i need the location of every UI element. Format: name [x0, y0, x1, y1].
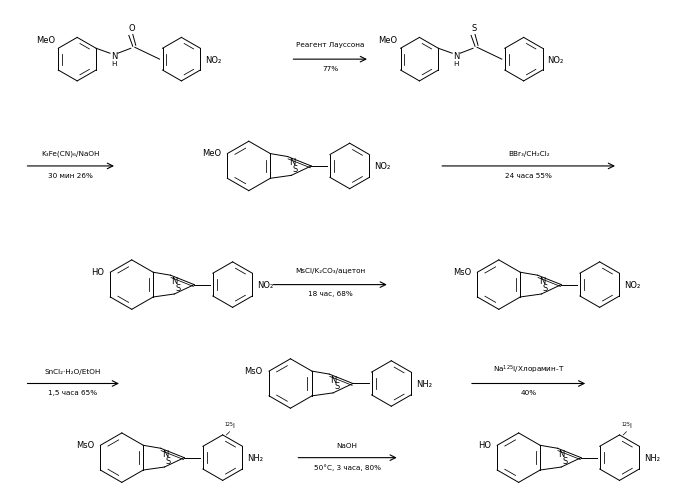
Text: NH₂: NH₂	[644, 454, 660, 463]
Text: HO: HO	[478, 441, 491, 450]
Text: S: S	[542, 283, 547, 292]
Text: NaOH: NaOH	[337, 443, 358, 449]
Text: MsO: MsO	[76, 441, 94, 450]
Text: $^{125}$I: $^{125}$I	[621, 421, 633, 433]
Text: O: O	[129, 24, 135, 33]
Text: K₃Fe(CN)₆/NaOH: K₃Fe(CN)₆/NaOH	[41, 151, 99, 157]
Text: N: N	[288, 158, 295, 167]
Text: NO₂: NO₂	[374, 163, 391, 172]
Text: N: N	[330, 376, 337, 385]
Text: H: H	[111, 61, 117, 67]
Text: NO₂: NO₂	[547, 55, 564, 65]
Text: HO: HO	[91, 268, 104, 277]
Text: 1,5 часа 65%: 1,5 часа 65%	[48, 390, 97, 396]
Text: S: S	[175, 283, 181, 292]
Text: 50°C, 3 часа, 80%: 50°C, 3 часа, 80%	[314, 464, 381, 471]
Text: MeO: MeO	[202, 149, 221, 158]
Text: H: H	[454, 61, 459, 67]
Text: N: N	[559, 450, 565, 459]
Text: NO₂: NO₂	[624, 281, 640, 290]
Text: SnCl₂·H₂O/EtOH: SnCl₂·H₂O/EtOH	[44, 369, 100, 375]
Text: $^{125}$I: $^{125}$I	[224, 421, 236, 433]
Text: NH₂: NH₂	[416, 380, 432, 389]
Text: 40%: 40%	[521, 390, 537, 396]
Text: 18 час, 68%: 18 час, 68%	[308, 291, 353, 297]
Text: NO₂: NO₂	[205, 55, 221, 65]
Text: Na$^{125}$I/Хлорамин-Т: Na$^{125}$I/Хлорамин-Т	[493, 363, 564, 376]
Text: NO₂: NO₂	[258, 281, 274, 290]
Text: 30 мин 26%: 30 мин 26%	[48, 173, 92, 179]
Text: 77%: 77%	[322, 66, 338, 72]
Text: N: N	[162, 450, 168, 459]
Text: N: N	[111, 52, 117, 61]
Text: NH₂: NH₂	[248, 454, 263, 463]
Text: S: S	[293, 165, 297, 174]
Text: N: N	[453, 52, 459, 61]
Text: BBr₃/CH₂Cl₂: BBr₃/CH₂Cl₂	[508, 151, 550, 157]
Text: S: S	[562, 457, 568, 466]
Text: N: N	[172, 276, 178, 285]
Text: MeO: MeO	[36, 36, 55, 45]
Text: N: N	[538, 276, 545, 285]
Text: MsO: MsO	[244, 367, 262, 376]
Text: S: S	[471, 24, 477, 33]
Text: S: S	[165, 457, 171, 466]
Text: Реагент Лауссона: Реагент Лауссона	[296, 42, 364, 48]
Text: MeO: MeO	[379, 36, 398, 45]
Text: MsCl/K₂CO₃/ацетон: MsCl/K₂CO₃/ацетон	[295, 268, 365, 274]
Text: S: S	[334, 382, 340, 391]
Text: 24 часа 55%: 24 часа 55%	[505, 173, 552, 179]
Text: MsO: MsO	[453, 268, 471, 277]
